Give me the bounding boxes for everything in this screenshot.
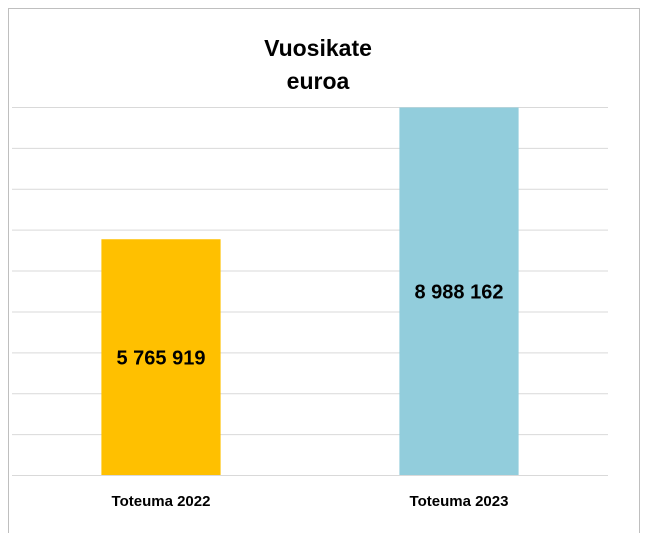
- chart-title: Vuosikate: [264, 35, 372, 61]
- data-label: 8 988 162: [415, 282, 504, 304]
- chart-subtitle: euroa: [287, 68, 350, 94]
- x-tick-label: Toteuma 2022: [112, 493, 211, 510]
- bar: [101, 239, 221, 475]
- x-tick-label: Toteuma 2023: [410, 493, 509, 510]
- data-label: 5 765 919: [117, 347, 206, 369]
- bar: [399, 107, 519, 475]
